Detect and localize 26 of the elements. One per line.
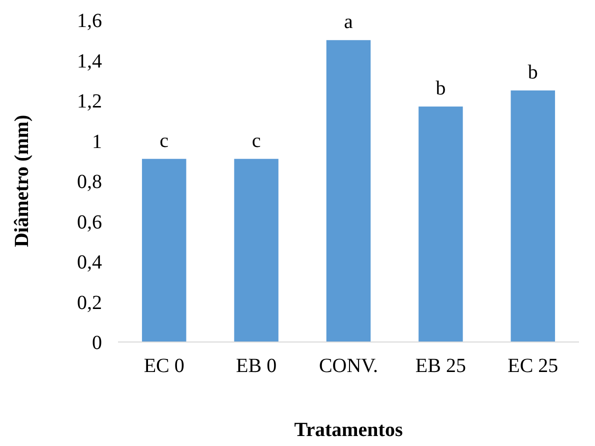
x-axis-title: Tratamentos <box>294 419 403 441</box>
annotation: b <box>436 78 446 100</box>
bar <box>510 90 556 342</box>
bar <box>418 106 463 342</box>
x-tick-label: EB 25 <box>415 355 466 377</box>
y-tick-label: 0,6 <box>77 211 102 234</box>
annotation: b <box>528 61 538 84</box>
bar <box>326 40 371 342</box>
bar <box>142 158 186 342</box>
y-tick-label: 1,6 <box>77 10 102 32</box>
annotation: a <box>344 11 354 34</box>
y-tick-label: 1,4 <box>77 50 102 72</box>
annotation: c <box>252 130 261 152</box>
annotation: c <box>160 130 169 152</box>
x-tick-label: EB 0 <box>236 355 277 377</box>
y-tick-label: 1,2 <box>77 90 102 112</box>
bar <box>234 158 278 342</box>
x-tick-label: CONV. <box>318 355 378 377</box>
y-tick-label: 0,8 <box>77 171 102 193</box>
y-tick-label: 0 <box>92 332 102 354</box>
y-axis-title: Diâmetro (mm) <box>11 114 33 248</box>
y-tick-label: 0,4 <box>77 252 102 274</box>
y-tick-label: 1 <box>92 130 102 153</box>
x-tick-label: EC 0 <box>144 355 184 377</box>
x-tick-label: EC 25 <box>508 355 558 377</box>
y-tick-label: 0,2 <box>77 292 102 314</box>
